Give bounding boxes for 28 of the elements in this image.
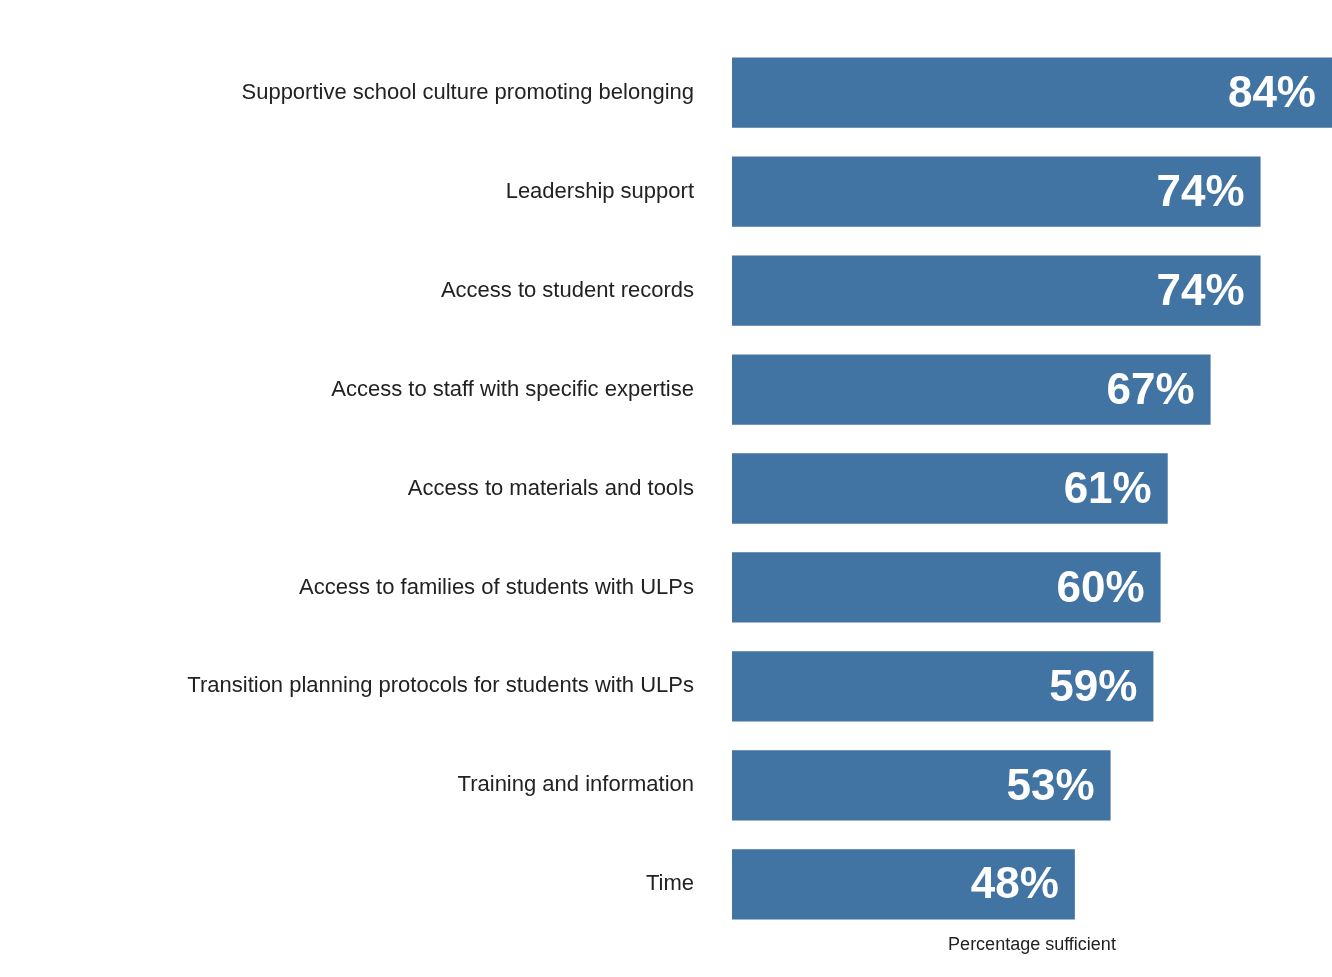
x-axis-title: Percentage sufficient (948, 933, 1116, 954)
bar (732, 255, 1261, 326)
y-tick-label: Time (645, 870, 694, 896)
y-tick-label: Access to materials and tools (407, 474, 694, 500)
data-label: 61% (1063, 462, 1152, 512)
data-label: 59% (1049, 660, 1138, 710)
bar (732, 552, 1161, 623)
data-label: 74% (1156, 165, 1245, 215)
data-label: 53% (1006, 759, 1095, 809)
bar (732, 849, 1075, 920)
bar (732, 750, 1111, 821)
y-tick-label: Access to student records (440, 276, 694, 302)
bar (732, 453, 1168, 524)
y-tick-label: Supportive school culture promoting belonging (241, 78, 694, 104)
bar (732, 156, 1261, 227)
y-tick-label: Leadership support (505, 177, 694, 203)
data-label: 74% (1156, 264, 1245, 314)
bar (732, 354, 1211, 425)
bar (732, 651, 1154, 722)
y-tick-label: Access to families of students with ULPs (299, 573, 694, 599)
data-label: 67% (1106, 363, 1195, 413)
y-tick-label: Access to staff with specific expertise (331, 375, 694, 401)
data-label: 60% (1056, 561, 1145, 611)
y-tick-label: Training and information (457, 771, 694, 797)
data-label: 84% (1227, 66, 1316, 116)
bar (732, 57, 1332, 128)
y-tick-label: Transition planning protocols for students with ULPs (187, 672, 694, 698)
data-label: 48% (970, 858, 1059, 908)
